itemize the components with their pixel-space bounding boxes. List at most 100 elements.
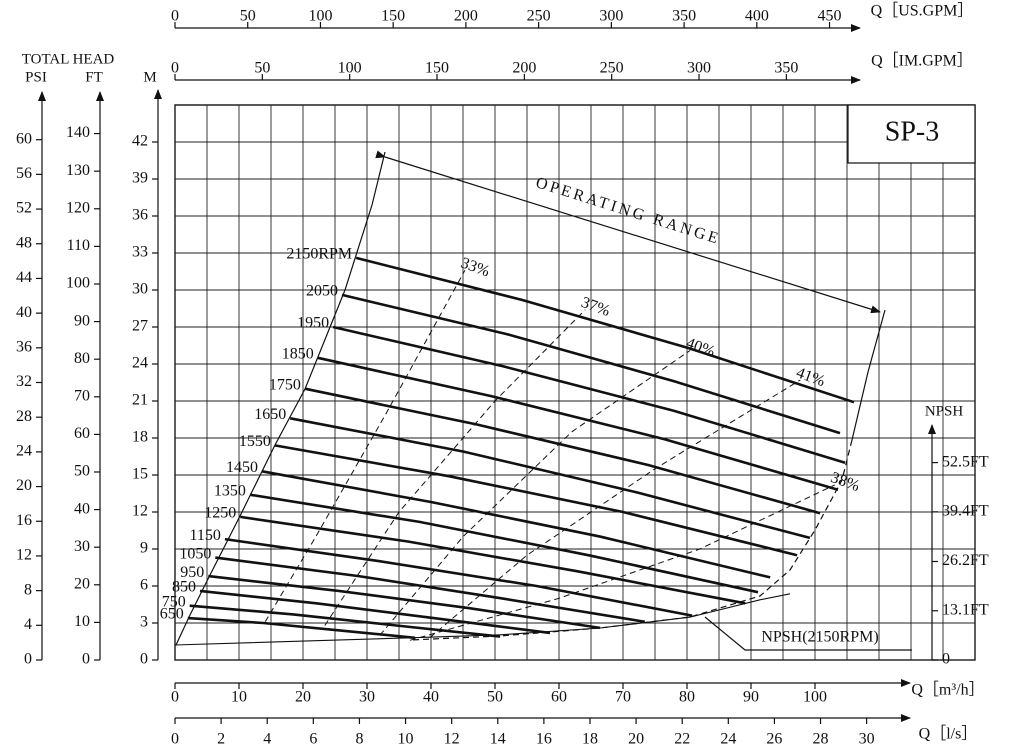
x-tick-label: 20 bbox=[628, 731, 644, 748]
npsh-label: NPSH(2150RPM) bbox=[761, 629, 878, 646]
y-tick-label: 36 bbox=[132, 207, 148, 224]
x-tick-label: 0 bbox=[171, 60, 179, 77]
y-tick-label: 130 bbox=[66, 162, 90, 179]
curve-label: 2050 bbox=[306, 283, 338, 300]
speed-curve bbox=[187, 616, 416, 640]
efficiency-label: 37% bbox=[579, 294, 612, 320]
x-tick-label: 14 bbox=[490, 731, 506, 748]
curve-label: 2150RPM bbox=[286, 246, 352, 263]
x-tick-label: 200 bbox=[454, 8, 478, 25]
x-tick-label: 450 bbox=[818, 8, 842, 25]
speed-curve bbox=[249, 493, 759, 594]
y-tick-label: 13.1FT bbox=[942, 601, 989, 618]
x-tick-label: 50 bbox=[240, 8, 256, 25]
axis-title: PSI bbox=[25, 69, 47, 85]
y-tick-label: 33 bbox=[132, 244, 148, 261]
axis-title: Q［IM.GPM］ bbox=[871, 52, 973, 70]
y-tick-label: 60 bbox=[16, 130, 32, 147]
efficiency-label: 33% bbox=[459, 254, 492, 280]
speed-curve bbox=[317, 356, 839, 492]
x-tick-label: 40 bbox=[423, 689, 439, 706]
x-tick-label: 150 bbox=[381, 8, 405, 25]
speed-curve bbox=[289, 417, 811, 540]
curve-label: 1450 bbox=[226, 459, 258, 476]
y-tick-label: 50 bbox=[74, 463, 90, 480]
x-tick-label: 400 bbox=[745, 8, 769, 25]
axis-title: Q［l/s］ bbox=[919, 725, 978, 743]
x-tick-label: 100 bbox=[338, 60, 362, 77]
x-tick-label: 6 bbox=[309, 731, 317, 748]
y-tick-label: 0 bbox=[942, 651, 950, 668]
curve-label: 1050 bbox=[179, 545, 211, 562]
y-tick-label: 0 bbox=[82, 651, 90, 668]
y-tick-label: 21 bbox=[132, 392, 148, 409]
y-tick-label: 36 bbox=[16, 338, 32, 355]
y-tick-label: 42 bbox=[132, 133, 148, 150]
y-tick-label: 16 bbox=[16, 512, 32, 529]
y-tick-label: 3 bbox=[140, 614, 148, 631]
x-tick-label: 0 bbox=[171, 731, 179, 748]
y-tick-label: 52 bbox=[16, 200, 32, 217]
speed-curve bbox=[215, 556, 646, 624]
y-tick-label: 52.5FT bbox=[942, 453, 989, 470]
y-tick-label: 12 bbox=[132, 503, 148, 520]
y-tick-label: 39.4FT bbox=[942, 503, 989, 520]
speed-curve bbox=[199, 589, 551, 635]
x-tick-label: 50 bbox=[254, 60, 270, 77]
speed-curve bbox=[208, 574, 601, 630]
curve-label: 1850 bbox=[282, 346, 314, 363]
x-tick-label: 70 bbox=[615, 689, 631, 706]
y-tick-label: 30 bbox=[74, 538, 90, 555]
chart-title: SP-3 bbox=[885, 116, 939, 147]
y-tick-label: 30 bbox=[132, 281, 148, 298]
y-tick-label: 10 bbox=[74, 613, 90, 630]
x-tick-label: 300 bbox=[599, 8, 623, 25]
curve-label: 1150 bbox=[190, 527, 221, 544]
speed-curve bbox=[189, 604, 501, 638]
x-tick-label: 10 bbox=[231, 689, 247, 706]
speed-curve bbox=[274, 444, 798, 557]
curve-label: 1350 bbox=[214, 482, 246, 499]
y-tick-label: 27 bbox=[132, 318, 148, 335]
x-tick-label: 10 bbox=[398, 731, 414, 748]
y-tick-label: 32 bbox=[16, 373, 32, 390]
x-tick-label: 50 bbox=[487, 689, 503, 706]
x-tick-label: 100 bbox=[803, 689, 827, 706]
y-tick-label: 90 bbox=[74, 312, 90, 329]
axis-title: Q［US.GPM］ bbox=[871, 2, 974, 20]
y-tick-label: 40 bbox=[74, 500, 90, 517]
speed-curve bbox=[261, 470, 771, 579]
curve-label: 1950 bbox=[297, 315, 329, 332]
y-tick-label: 110 bbox=[67, 237, 90, 254]
y-tick-label: 12 bbox=[16, 547, 32, 564]
x-tick-label: 8 bbox=[355, 731, 363, 748]
x-tick-label: 0 bbox=[171, 689, 179, 706]
range-label: OPERATING RANGE bbox=[534, 174, 723, 248]
y-tick-label: 15 bbox=[132, 466, 148, 483]
x-tick-label: 28 bbox=[813, 731, 829, 748]
x-tick-label: 250 bbox=[527, 8, 551, 25]
y-tick-label: 56 bbox=[16, 165, 32, 182]
curve-label: 950 bbox=[180, 564, 204, 581]
speed-curve bbox=[332, 325, 846, 464]
axis-title: M bbox=[143, 69, 156, 85]
curve-label: 850 bbox=[172, 579, 196, 596]
axis-title: FT bbox=[85, 69, 103, 85]
y-tick-label: 39 bbox=[132, 170, 148, 187]
range-boundary bbox=[851, 309, 886, 441]
x-tick-label: 250 bbox=[600, 60, 624, 77]
y-tick-label: 40 bbox=[16, 304, 32, 321]
y-tick-label: 44 bbox=[16, 269, 32, 286]
y-tick-label: 9 bbox=[140, 540, 148, 557]
x-tick-label: 300 bbox=[687, 60, 711, 77]
x-tick-label: 4 bbox=[263, 731, 271, 748]
speed-curve bbox=[304, 387, 821, 515]
y-tick-label: 4 bbox=[24, 616, 32, 633]
x-tick-label: 80 bbox=[679, 689, 695, 706]
efficiency-label: 38% bbox=[828, 469, 861, 495]
x-tick-label: 18 bbox=[582, 731, 598, 748]
y-tick-label: 0 bbox=[140, 651, 148, 668]
curve-label: 1650 bbox=[254, 406, 286, 423]
axis-title: NPSH bbox=[925, 403, 964, 419]
